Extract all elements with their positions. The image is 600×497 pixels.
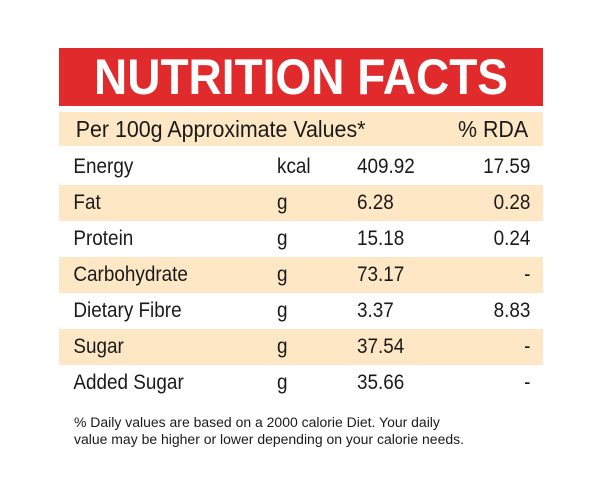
nutrition-facts-panel: NUTRITION FACTS Per 100g Approximate Val… <box>59 48 543 456</box>
table-row: Sugar g 37.54 - <box>59 329 543 365</box>
table-row: Carbohydrate g 73.17 - <box>59 257 543 293</box>
nutrient-name: Sugar <box>73 335 124 358</box>
nutrient-rda: 8.83 <box>493 299 531 322</box>
nutrient-unit: g <box>277 299 288 322</box>
nutrient-unit: g <box>277 371 288 394</box>
nutrient-rda: - <box>524 263 531 286</box>
nutrient-value: 35.66 <box>357 371 405 394</box>
nutrient-unit: kcal <box>277 155 311 178</box>
nutrition-title-bar: NUTRITION FACTS <box>59 48 543 106</box>
header-rda: % RDA <box>457 115 529 142</box>
footnote-line: value may be higher or lower depending o… <box>74 432 464 448</box>
nutrient-rda: 17.59 <box>483 155 531 178</box>
nutrient-name: Energy <box>73 155 134 178</box>
table-row: Dietary Fibre g 3.37 8.83 <box>59 293 543 329</box>
page-title: NUTRITION FACTS <box>93 49 508 105</box>
nutrient-value: 73.17 <box>357 263 405 286</box>
table-row: Added Sugar g 35.66 - <box>59 365 543 401</box>
nutrient-value: 6.28 <box>357 191 394 214</box>
nutrient-name: Added Sugar <box>73 371 184 394</box>
nutrient-name: Fat <box>73 191 101 214</box>
table-row: Energy kcal 409.92 17.59 <box>59 149 543 185</box>
nutrient-rda: - <box>524 335 531 358</box>
nutrient-name: Carbohydrate <box>73 263 188 286</box>
header-per-100g: Per 100g Approximate Values* <box>75 115 366 142</box>
nutrient-value: 409.92 <box>357 155 415 178</box>
nutrient-unit: g <box>277 191 288 214</box>
nutrient-name: Protein <box>73 227 134 250</box>
footnote-line: % Daily values are based on a 2000 calor… <box>74 415 440 431</box>
table-row: Protein g 15.18 0.24 <box>59 221 543 257</box>
table-row: Fat g 6.28 0.28 <box>59 185 543 221</box>
nutrient-value: 37.54 <box>357 335 405 358</box>
nutrient-rda: - <box>524 371 531 394</box>
nutrient-name: Dietary Fibre <box>73 299 182 322</box>
nutrient-value: 15.18 <box>357 227 405 250</box>
nutrient-unit: g <box>277 263 288 286</box>
nutrient-unit: g <box>277 227 288 250</box>
nutrient-rda: 0.28 <box>493 191 531 214</box>
nutrient-rda: 0.24 <box>493 227 531 250</box>
table-header: Per 100g Approximate Values* % RDA <box>59 112 543 146</box>
nutrient-value: 3.37 <box>357 299 394 322</box>
footnote: % Daily values are based on a 2000 calor… <box>59 415 543 449</box>
nutrition-rows: Energy kcal 409.92 17.59 Fat g 6.28 0.28… <box>59 149 543 401</box>
nutrient-unit: g <box>277 335 288 358</box>
